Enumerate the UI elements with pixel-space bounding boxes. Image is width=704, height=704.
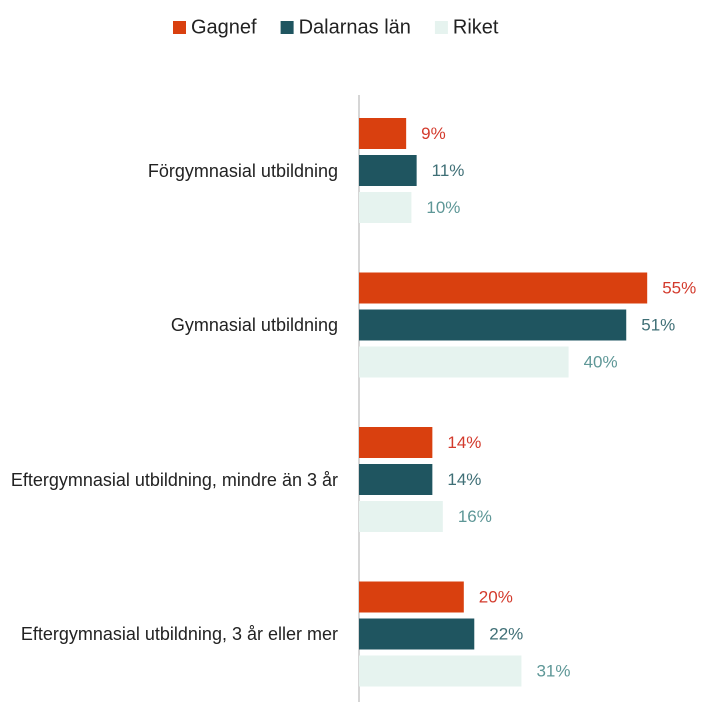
bar <box>359 155 417 186</box>
category-label: Förgymnasial utbildning <box>147 160 338 181</box>
legend-label: Dalarnas län <box>299 16 411 38</box>
legend-label: Gagnef <box>191 16 257 38</box>
category-label-box: Eftergymnasial utbildning, mindre än 3 å… <box>11 425 338 535</box>
value-label: 10% <box>426 198 460 217</box>
value-label: 9% <box>421 124 446 143</box>
bar <box>359 346 569 378</box>
value-label: 14% <box>447 433 481 452</box>
value-label: 11% <box>432 161 465 180</box>
category-label-box: Förgymnasial utbildning <box>148 116 338 226</box>
bar <box>359 501 443 532</box>
bar <box>359 427 433 458</box>
value-label: 20% <box>479 587 513 606</box>
value-label: 16% <box>458 507 492 526</box>
bar <box>359 309 627 341</box>
legend-swatch <box>434 21 448 34</box>
bar <box>359 118 407 149</box>
category-label-box: Gymnasial utbildning <box>171 270 338 380</box>
category-label: Gymnasial utbildning <box>170 315 338 335</box>
value-label: 22% <box>489 624 523 643</box>
legend-swatch <box>280 21 294 34</box>
category-label: Eftergymnasial utbildning, mindre än 3 å… <box>10 469 338 490</box>
bar <box>359 464 433 495</box>
category-label-box: Eftergymnasial utbildning, 3 år eller me… <box>21 579 338 689</box>
value-label: 51% <box>641 315 675 334</box>
bar <box>359 618 475 650</box>
legend-label: Riket <box>453 16 499 38</box>
bar <box>359 655 522 687</box>
bar <box>359 272 648 304</box>
legend-swatch <box>173 21 186 34</box>
value-label: 40% <box>584 352 618 371</box>
category-label: Eftergymnasial utbildning, 3 år eller me… <box>20 624 338 644</box>
value-label: 31% <box>536 661 570 680</box>
value-label: 14% <box>447 470 481 489</box>
bar <box>359 581 464 613</box>
value-label: 55% <box>662 278 696 297</box>
bar <box>359 192 412 223</box>
